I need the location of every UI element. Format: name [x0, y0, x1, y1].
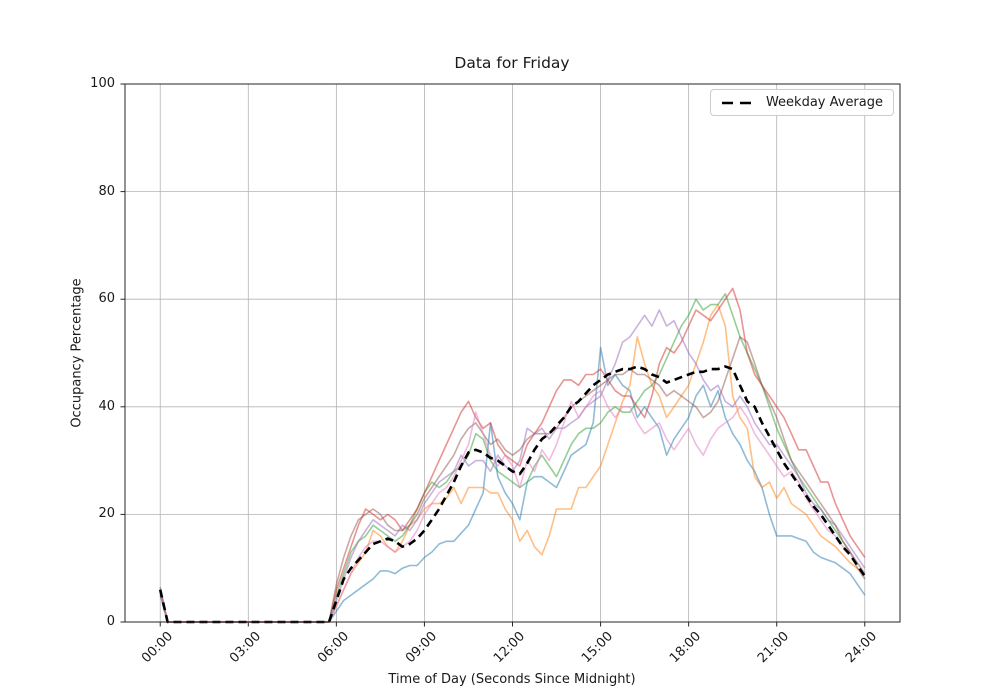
x-axis-label: Time of Day (Seconds Since Midnight)	[388, 672, 636, 687]
y-tick-label: 0	[106, 614, 115, 629]
plot-border	[124, 83, 901, 623]
y-tick-label: 20	[98, 506, 115, 522]
y-tick-label: 80	[98, 183, 115, 199]
y-tick-label: 60	[98, 291, 115, 307]
legend: Weekday Average	[709, 89, 894, 116]
legend-label: Weekday Average	[765, 95, 883, 110]
y-tick-label: 100	[90, 76, 115, 91]
legend-dash-sample-icon	[721, 101, 756, 104]
y-tick-label: 40	[98, 398, 115, 414]
chart-title: Data for Friday	[454, 54, 570, 72]
